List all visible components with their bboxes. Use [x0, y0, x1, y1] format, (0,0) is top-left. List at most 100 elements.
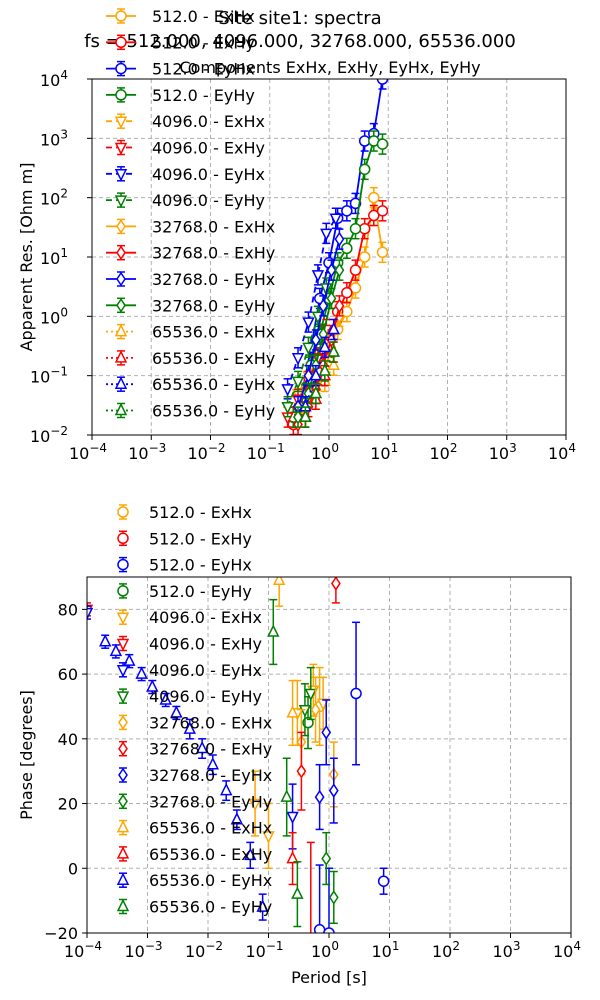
legend-label: 65536.0 - EyHy [149, 898, 272, 917]
data-point [296, 763, 307, 779]
data-point [358, 251, 371, 263]
legend-entry: 512.0 - EyHy [106, 86, 255, 105]
legend: 512.0 - ExHx 512.0 - ExHy 512.0 - EyHx 512.… [106, 7, 275, 421]
legend-marker [114, 402, 128, 416]
data-point [244, 847, 257, 861]
data-point [286, 811, 299, 825]
data-point [330, 577, 341, 591]
legend-label: 512.0 - ExHx [149, 503, 252, 522]
x-tick-label: 10−2 [187, 441, 225, 463]
series [286, 831, 299, 886]
x-tick-label: 103 [493, 939, 521, 961]
legend-entry: 512.0 - EyHx [117, 556, 252, 575]
legend-label: 32768.0 - ExHx [149, 713, 272, 732]
legend: 512.0 - ExHx 512.0 - ExHy 512.0 - EyHx 512.… [116, 503, 272, 917]
legend-label: 4096.0 - ExHy [152, 139, 265, 158]
legend-marker [116, 638, 130, 652]
legend-label: 512.0 - EyHy [149, 582, 252, 601]
data-point [303, 368, 314, 384]
legend-label: 4096.0 - EyHx [149, 661, 262, 680]
y-tick-label: 104 [40, 68, 68, 90]
data-layer [281, 79, 389, 435]
data-point [349, 222, 362, 235]
legend-entry: 4096.0 - EyHy [106, 191, 265, 210]
legend-entry: 4096.0 - EyHx [116, 661, 262, 680]
legend-entry: 512.0 - EyHy [117, 582, 252, 601]
y-tick-label: 102 [40, 187, 68, 209]
data-point [376, 246, 389, 259]
legend-entry: 4096.0 - ExHx [106, 112, 265, 131]
plot-apparent-resistivity: 10−4 10−3 10−2 10−1 100 101 102 103 104 10−2 10−1 1… [17, 7, 576, 463]
legend-entry: 65536.0 - EyHx [116, 871, 272, 890]
data-point [323, 927, 335, 933]
data-point [334, 298, 345, 314]
legend-marker [116, 271, 126, 287]
x-tick-label: 100 [311, 441, 339, 463]
data-layer [87, 577, 390, 933]
legend-label: 65536.0 - EyHy [152, 402, 275, 421]
legend-label: 4096.0 - ExHx [149, 608, 262, 627]
data-point [310, 332, 321, 348]
legend-label: 512.0 - EyHx [149, 556, 252, 575]
data-point [219, 782, 233, 796]
data-point [293, 409, 303, 425]
legend-entry: 4096.0 - ExHy [106, 139, 265, 158]
legend-label: 4096.0 - ExHy [149, 635, 262, 654]
data-point [135, 666, 148, 679]
data-point [262, 831, 275, 844]
data-point [299, 409, 312, 422]
data-point [350, 687, 362, 700]
data-point [309, 385, 323, 399]
series [306, 841, 315, 933]
series [321, 831, 339, 925]
legend-entry: 32768.0 - ExHy [118, 740, 272, 759]
legend-entry: 32768.0 - EyHy [118, 792, 272, 811]
legend-entry: 65536.0 - EyHy [106, 402, 275, 421]
data-point [291, 376, 305, 390]
series [298, 666, 318, 737]
legend-label: 4096.0 - EyHy [152, 191, 265, 210]
legend-label: 32768.0 - EyHy [152, 296, 275, 315]
legend-label: 512.0 - ExHy [149, 529, 252, 548]
y-tick-label: 100 [40, 305, 68, 327]
data-point [368, 191, 380, 204]
legend-marker [116, 846, 130, 859]
data-point [286, 850, 299, 864]
y-tick-label: 20 [58, 795, 78, 814]
legend-label: 4096.0 - EyHy [149, 687, 262, 706]
data-point [170, 705, 183, 718]
legend-marker [116, 898, 130, 912]
legend-marker [118, 715, 128, 730]
data-point [302, 317, 315, 330]
legend-entry: 512.0 - EyHx [106, 60, 255, 79]
legend-marker [116, 245, 126, 261]
series [313, 621, 390, 933]
legend-marker [117, 532, 129, 545]
data-point [327, 344, 340, 357]
legend-label: 32768.0 - ExHx [152, 217, 275, 236]
legend-entry: 32768.0 - ExHy [106, 244, 275, 263]
y-axis-label: Phase [degrees] [17, 690, 36, 820]
legend-marker [114, 142, 128, 156]
legend-label: 4096.0 - ExHx [152, 112, 265, 131]
x-tick-label: 10−3 [128, 441, 166, 463]
legend-marker [114, 323, 128, 337]
legend-marker [117, 558, 129, 571]
legend-marker [114, 195, 128, 208]
legend-entry: 4096.0 - ExHy [116, 635, 262, 654]
y-tick-label: 40 [58, 730, 78, 749]
legend-entry: 4096.0 - EyHx [106, 165, 265, 184]
data-point [183, 721, 197, 734]
data-point [368, 209, 380, 222]
legend-marker [116, 872, 130, 885]
series [299, 341, 340, 428]
figure-components: Components ExHx, ExHy, EyHx, EyHy [179, 58, 480, 77]
x-tick-label: 102 [430, 441, 458, 463]
data-point [272, 577, 286, 585]
figure-subtitle: fs = 512.000, 4096.000, 32768.000, 65536… [84, 31, 516, 52]
y-tick-label: −20 [44, 924, 78, 943]
legend-marker [117, 585, 129, 597]
x-tick-label: 104 [548, 441, 576, 463]
series-line [304, 329, 335, 407]
legend-label: 512.0 - ExHy [152, 33, 255, 52]
